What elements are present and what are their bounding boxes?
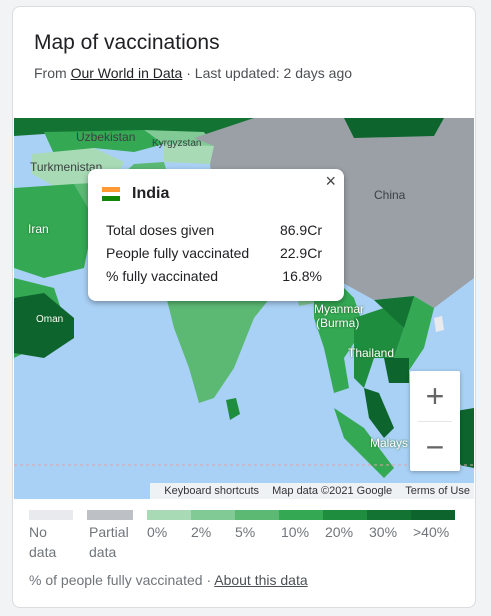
zoom-divider [418,421,452,422]
region-vietnam [394,296,434,378]
legend-tick-label: 5% [235,524,256,540]
legend-tick-label: >40% [413,524,450,540]
label-uzbekistan: Uzbekistan [76,130,136,144]
region-mongolia [344,118,444,138]
footer-caption: % of people fully vaccinated [29,572,203,588]
region-tajikistan [164,144,214,164]
zoom-in-button[interactable]: + [425,377,445,414]
legend-scale-swatch [367,510,411,520]
zoom-control: + − [410,371,460,471]
label-china: China [374,188,406,202]
row-label: % fully vaccinated [106,268,219,284]
region-srilanka [226,398,240,420]
terms-of-use-link[interactable]: Terms of Use [405,485,470,497]
legend-scale-swatch [279,510,323,520]
row-label: Total doses given [106,222,215,238]
popup-row-total-doses: Total doses given 86.9Cr [106,222,322,238]
legend-scale-swatch [411,510,455,520]
label-turkmenistan: Turkmenistan [30,160,103,174]
label-thailand: Thailand [348,346,395,360]
legend-scale-swatch [323,510,367,520]
flag-stripe-middle [102,191,120,197]
india-flag-icon [102,187,120,201]
source-line: From Our World in Data · Last updated: 2… [34,65,352,81]
row-value: 86.9Cr [279,222,322,238]
close-icon[interactable]: × [325,171,336,191]
popup-country-name: India [132,185,170,202]
legend-partial-line2: data [89,544,117,560]
legend-tick-label: 2% [191,524,212,540]
label-oman: Oman [36,314,64,325]
label-kyrgyzstan: Kyrgyzstan [152,138,202,149]
vaccination-map-card: Map of vaccinations From Our World in Da… [12,6,476,608]
country-info-popup: India × Total doses given 86.9Cr People … [88,169,344,301]
region-malaysia [364,388,394,438]
legend-tick-label: 0% [147,524,168,540]
about-data-link[interactable]: About this data [214,572,308,588]
flag-stripe-top [102,187,120,192]
region-kyrgyzstan [144,130,214,148]
legend-tick-label: 30% [369,524,398,540]
map-data-text: Map data ©2021 Google [272,485,393,497]
map-area[interactable]: Uzbekistan Kyrgyzstan Turkmenistan Iran … [14,118,474,499]
label-iran: Iran [28,222,49,236]
label-myanmar: Myanmar [314,302,365,316]
map-attribution: Keyboard shortcuts Map data ©2021 Google… [150,483,474,499]
legend-tick-label: 10% [281,524,310,540]
flag-stripe-bottom [102,196,120,201]
row-label: People fully vaccinated [106,245,250,261]
region-taiwan [434,316,444,332]
region-uzbekistan [44,130,164,154]
legend-scale-swatch [191,510,235,520]
popup-row-percent-fully: % fully vaccinated 16.8% [106,268,322,284]
row-value: 22.9Cr [279,245,322,261]
row-value: 16.8% [282,268,322,284]
popup-row-fully-vaccinated: People fully vaccinated 22.9Cr [106,245,322,261]
keyboard-shortcuts-link[interactable]: Keyboard shortcuts [164,485,260,497]
source-prefix: From [34,65,67,81]
source-link[interactable]: Our World in Data [70,65,183,81]
region-sumatra [334,408,394,478]
legend-swatch-no-data [29,510,73,520]
region-myanmar [314,278,364,393]
label-burma: (Burma) [316,316,360,330]
footer-separator: · [202,572,215,588]
legend-swatch-partial [87,510,133,520]
legend-scale-swatch [147,510,191,520]
legend-tick-label: 20% [325,524,354,540]
zoom-out-button[interactable]: − [425,428,445,465]
region-iran [14,184,94,278]
card-title: Map of vaccinations [34,31,220,54]
region-cambodia [384,358,409,383]
label-malaysia: Malays [370,436,409,450]
legend-no-data-line2: data [29,544,57,560]
legend-no-data-line1: No [29,524,47,540]
region-oman [14,293,74,358]
legend-partial-line1: Partial [89,524,129,540]
legend-scale-swatch [235,510,279,520]
region-thailand [354,308,404,388]
footer: % of people fully vaccinated · About thi… [29,572,308,588]
last-updated: · Last updated: 2 days ago [186,65,353,81]
